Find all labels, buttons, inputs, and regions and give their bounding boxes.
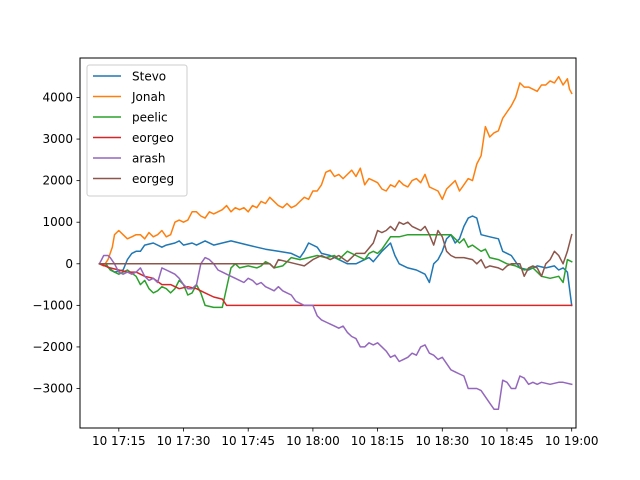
legend-label-eorgeo: eorgeo [132,131,174,145]
series-line-eorgeg [98,221,573,278]
y-tick-label: −1000 [32,298,73,312]
legend-label-jonah: Jonah [131,90,165,104]
y-tick-label: −2000 [32,340,73,354]
x-axis: 10 17:15 10 17:30 10 17:45 10 18:00 10 18:15… [92,428,599,448]
legend-label-eorgeg: eorgeg [132,172,174,186]
series-layer [98,75,573,411]
y-tick-label: 3000 [42,132,73,146]
series-line-stevo [98,215,573,307]
legend-box [86,64,188,197]
series-line-peelic [98,233,573,309]
x-tick-label: 10 17:15 [92,434,146,448]
x-tick-label: 10 18:45 [480,434,534,448]
plot-frame [79,57,577,429]
x-tick-label: 10 17:30 [157,434,211,448]
y-tick-label: 0 [65,257,73,271]
y-tick-label: 1000 [42,215,73,229]
y-axis: −3000 −2000 −1000 0 1000 2000 3000 4000 [32,90,80,396]
series-line-arash [98,254,573,411]
legend-label-stevo: Stevo [132,70,166,84]
legend-label-peelic: peelic [132,111,168,125]
x-tick-label: 10 18:15 [351,434,405,448]
x-tick-label: 10 17:45 [221,434,275,448]
legend: Stevo Jonah peelic eorgeo arash eorgeg [86,64,188,197]
y-tick-label: 4000 [42,90,73,104]
x-tick-label: 10 19:00 [545,434,599,448]
x-tick-label: 10 18:00 [286,434,340,448]
y-tick-label: −3000 [32,382,73,396]
series-line-jonah [98,75,573,267]
y-tick-label: 2000 [42,174,73,188]
x-tick-label: 10 18:30 [415,434,469,448]
legend-label-arash: arash [132,152,166,166]
